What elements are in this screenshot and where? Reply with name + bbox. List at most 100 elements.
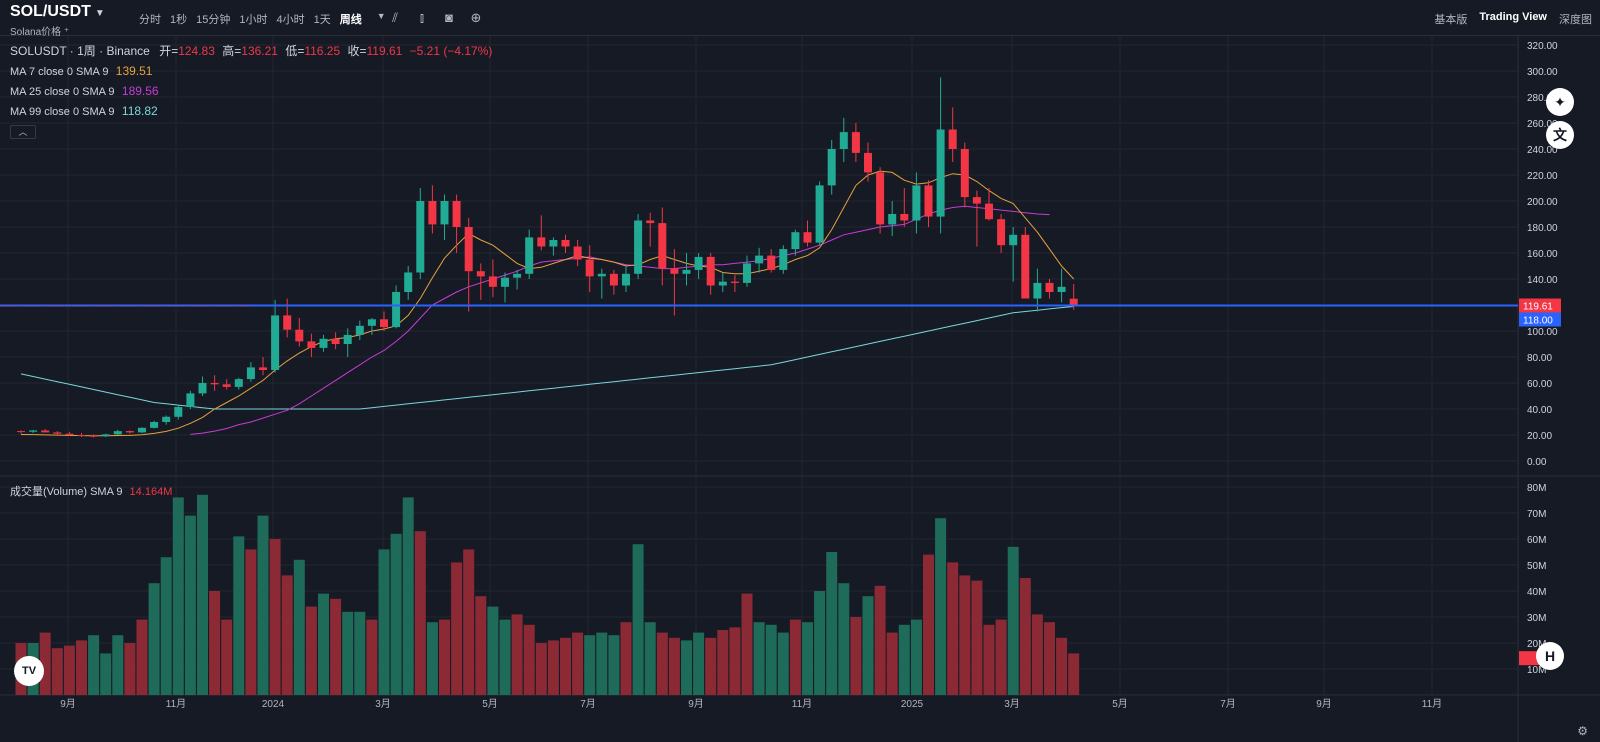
translate-button[interactable]: 文	[1546, 121, 1574, 149]
volume-bar	[826, 552, 838, 695]
volume-bar	[124, 643, 136, 695]
volume-bar	[898, 624, 910, 695]
candle-body	[476, 271, 485, 277]
candle-body	[960, 149, 969, 198]
candle-body	[331, 338, 340, 344]
volume-bar	[923, 554, 934, 695]
candle-body	[319, 338, 328, 348]
x-tick-label: 9月	[60, 698, 76, 710]
candle-body	[392, 292, 401, 328]
volume-bar	[656, 632, 668, 695]
candle-body	[936, 129, 945, 217]
view-basic[interactable]: 基本版	[1434, 14, 1468, 26]
volume-bar	[499, 619, 511, 695]
candle-body	[53, 432, 62, 434]
candle-type-icon[interactable]: ⫾	[419, 10, 425, 25]
volume-bar	[160, 557, 172, 695]
volume-bar	[39, 632, 51, 695]
candle-body	[283, 315, 292, 330]
volume-bar	[850, 617, 862, 695]
ma25-row[interactable]: MA 25 close 0 SMA 9 189.56	[10, 83, 492, 103]
y-tick-label: 200.00	[1527, 197, 1558, 208]
volume-tick-label: 70M	[1527, 509, 1546, 520]
helper-button[interactable]: H	[1536, 642, 1564, 670]
candle-body	[234, 379, 243, 387]
x-tick-label: 11月	[166, 698, 186, 710]
view-tradingview[interactable]: Trading View	[1479, 11, 1547, 23]
interval-tab[interactable]: 15分钟	[196, 14, 231, 26]
candle-body	[89, 435, 98, 437]
candle-body	[125, 431, 134, 433]
interval-dropdown-icon[interactable]: ▼	[376, 11, 386, 21]
y-tick-label: 100.00	[1527, 327, 1558, 338]
candle-body	[730, 281, 739, 283]
interval-tab[interactable]: 1天	[313, 14, 331, 26]
candle-body	[985, 203, 993, 220]
candle-body	[440, 201, 449, 225]
interval-tab[interactable]: 分时	[139, 14, 161, 26]
settings-icon[interactable]: ⚙	[1577, 724, 1588, 738]
volume-bar	[439, 619, 450, 695]
collapse-legend-button[interactable]: ︿	[10, 125, 36, 139]
candle-body	[767, 255, 776, 270]
candle-body	[839, 132, 848, 149]
volume-bar	[1056, 637, 1068, 695]
price-chart[interactable]: 9月 11月 2024 3月 5月 7月 9月 11月 2025 3月 5月 7月 9月 11月 320.0…	[0, 36, 1600, 742]
candle-body	[113, 431, 122, 435]
volume-bar	[293, 559, 305, 695]
candle-body	[271, 315, 280, 370]
ma99-row[interactable]: MA 99 close 0 SMA 9 118.82	[10, 103, 492, 123]
candle-body	[912, 185, 921, 221]
high-label: 高=	[222, 44, 242, 58]
interval-tab[interactable]: 4小时	[276, 14, 305, 26]
volume-bar	[608, 635, 620, 695]
candle-body	[755, 255, 764, 264]
change-value: −5.21 (−4.17%)	[409, 44, 493, 58]
candle-body	[658, 223, 667, 269]
volume-bar	[1019, 578, 1031, 695]
volume-bar	[88, 635, 100, 695]
interval-tab[interactable]: 1秒	[170, 14, 188, 26]
interval-tab-active[interactable]: 周线	[339, 14, 362, 26]
volume-bar	[511, 614, 523, 695]
candle-body	[779, 249, 788, 270]
view-depth[interactable]: 深度图	[1559, 14, 1592, 26]
x-tick-label: 5月	[1112, 698, 1128, 710]
volume-bar	[838, 583, 850, 695]
candle-body	[101, 434, 110, 437]
indicator-icon[interactable]: ⫽	[392, 10, 398, 25]
symbol-selector[interactable]: SOL/USDT ▼	[10, 3, 105, 21]
x-tick-label: 3月	[375, 698, 391, 710]
symbol-subtitle: Solana价格 ⁺	[10, 27, 70, 38]
low-label: 低=	[285, 44, 305, 58]
volume-bar	[209, 591, 221, 695]
volume-bar	[1031, 614, 1043, 695]
symbol-name: SOL/USDT	[10, 3, 91, 20]
ma7-row[interactable]: MA 7 close 0 SMA 9 139.51	[10, 63, 492, 83]
interval-tab[interactable]: 1小时	[239, 14, 268, 26]
volume-bar	[402, 497, 414, 695]
x-tick-label: 7月	[580, 698, 596, 710]
camera-icon[interactable]: ◙	[445, 10, 453, 25]
candle-body	[924, 185, 933, 217]
volume-bar	[342, 611, 354, 695]
candle-body	[307, 341, 316, 348]
volume-label: 成交量(Volume) SMA 9	[10, 486, 123, 498]
candle-body	[65, 433, 74, 435]
add-icon[interactable]: ⊕	[470, 10, 482, 25]
candle-body	[1021, 234, 1030, 299]
chart-legend: SOLUSDT · 1周 · Binance 开=124.83 高=136.21…	[10, 43, 492, 139]
candle-body	[997, 219, 1006, 246]
volume-bar	[366, 619, 378, 695]
volume-bar	[910, 619, 922, 695]
candle-body	[77, 435, 86, 436]
volume-bar	[584, 635, 596, 695]
volume-bar	[414, 531, 426, 695]
candle-body	[162, 416, 171, 422]
volume-bar	[281, 575, 293, 695]
volume-bar	[76, 640, 87, 695]
ma25-line	[190, 205, 1050, 435]
ai-sparkle-button[interactable]: ✦	[1546, 88, 1574, 116]
candle-body	[718, 281, 727, 286]
candle-body	[634, 220, 643, 274]
